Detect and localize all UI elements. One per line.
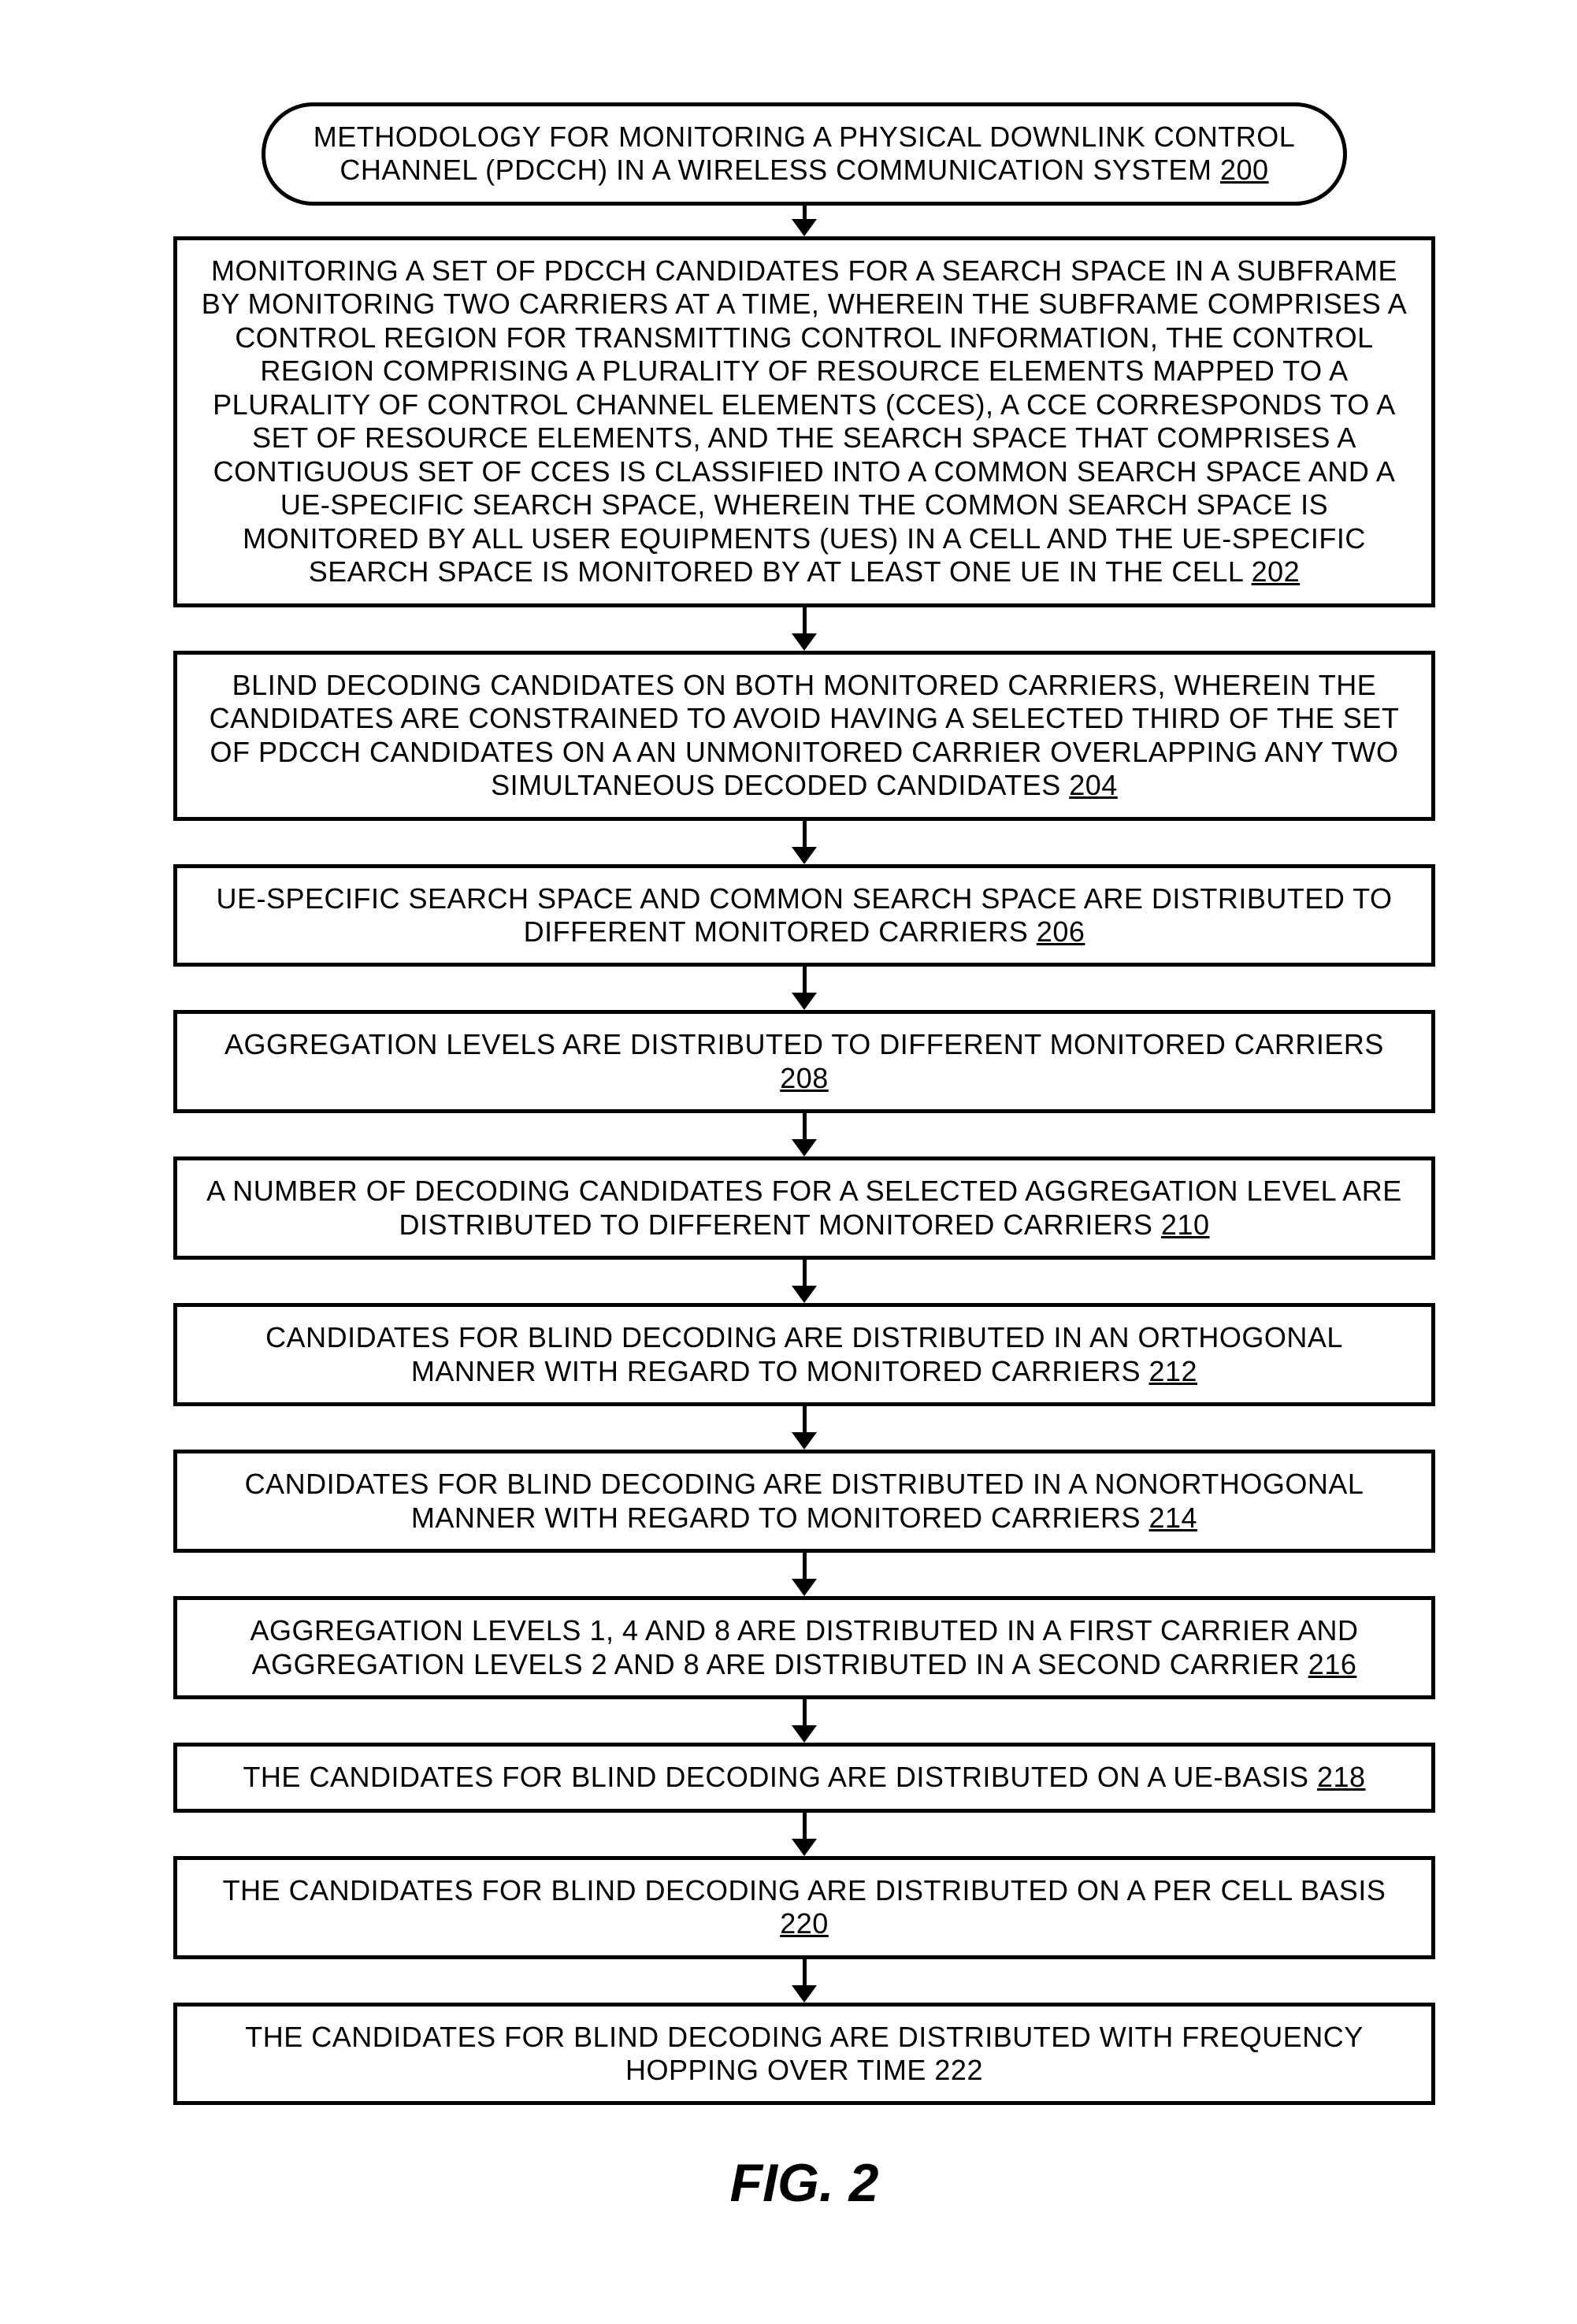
arrow-head-icon [792,1839,817,1856]
arrow-head-icon [792,219,817,236]
flow-node-ref: 222 [934,2054,983,2086]
flow-node-text: A NUMBER OF DECODING CANDIDATES FOR A SE… [206,1175,1402,1240]
arrow-shaft [803,1260,807,1286]
arrow-shaft [803,967,807,993]
flow-node-n204: BLIND DECODING CANDIDATES ON BOTH MONITO… [173,651,1435,821]
arrow-head-icon [792,1985,817,2003]
arrow-shaft [803,1406,807,1433]
flow-node-n210: A NUMBER OF DECODING CANDIDATES FOR A SE… [173,1156,1435,1260]
flow-arrow [792,967,817,1010]
flow-arrow [792,1813,817,1856]
flow-node-ref: 210 [1161,1208,1210,1241]
arrow-head-icon [792,993,817,1010]
flow-node-ref: 214 [1149,1502,1198,1534]
flow-node-ref: 206 [1037,915,1085,948]
arrow-head-icon [792,1286,817,1303]
figure-caption: FIG. 2 [173,2152,1435,2214]
arrow-head-icon [792,1725,817,1743]
arrow-shaft [803,206,807,220]
flow-arrow [792,607,817,651]
arrow-shaft [803,1553,807,1580]
flow-node-ref: 204 [1069,769,1118,801]
flow-node-ref: 220 [780,1907,829,1940]
arrow-shaft [803,1113,807,1140]
flow-arrow [792,821,817,864]
flow-node-n208: AGGREGATION LEVELS ARE DISTRIBUTED TO DI… [173,1010,1435,1113]
flow-node-ref: 212 [1149,1355,1198,1387]
flow-node-ref: 208 [780,1062,829,1094]
flow-node-n222: THE CANDIDATES FOR BLIND DECODING ARE DI… [173,2003,1435,2106]
figure-page: METHODOLOGY FOR MONITORING A PHYSICAL DO… [0,0,1577,2261]
flow-node-ref: 202 [1252,555,1301,588]
flow-arrow [792,1406,817,1450]
flow-node-n218: THE CANDIDATES FOR BLIND DECODING ARE DI… [173,1743,1435,1812]
arrow-shaft [803,821,807,848]
arrow-head-icon [792,847,817,864]
flow-node-n200: METHODOLOGY FOR MONITORING A PHYSICAL DO… [262,102,1347,206]
flow-node-ref: 218 [1317,1761,1366,1793]
arrow-shaft [803,1959,807,1986]
flow-node-ref: 200 [1220,154,1269,186]
arrow-head-icon [792,1432,817,1450]
arrow-shaft [803,1813,807,1840]
flow-node-n212: CANDIDATES FOR BLIND DECODING ARE DISTRI… [173,1303,1435,1406]
flow-arrow [792,1699,817,1743]
flow-arrow [792,1959,817,2003]
flow-node-n206: UE-SPECIFIC SEARCH SPACE AND COMMON SEAR… [173,864,1435,967]
flow-node-text: UE-SPECIFIC SEARCH SPACE AND COMMON SEAR… [216,882,1392,948]
flow-arrow [792,1260,817,1303]
arrow-shaft [803,1699,807,1726]
flow-node-text: MONITORING A SET OF PDCCH CANDIDATES FOR… [202,254,1408,588]
flow-node-text: AGGREGATION LEVELS 1, 4 AND 8 ARE DISTRI… [250,1614,1358,1680]
arrow-shaft [803,607,807,634]
arrow-head-icon [792,1139,817,1156]
flow-arrow [792,206,817,236]
arrow-head-icon [792,1579,817,1596]
flow-arrow [792,1113,817,1156]
flow-node-text: BLIND DECODING CANDIDATES ON BOTH MONITO… [210,669,1400,801]
arrow-head-icon [792,633,817,651]
flow-node-n214: CANDIDATES FOR BLIND DECODING ARE DISTRI… [173,1450,1435,1553]
flow-node-text: METHODOLOGY FOR MONITORING A PHYSICAL DO… [314,121,1296,186]
flow-arrow [792,1553,817,1596]
flowchart: METHODOLOGY FOR MONITORING A PHYSICAL DO… [173,102,1435,2105]
flow-node-text: THE CANDIDATES FOR BLIND DECODING ARE DI… [223,1874,1386,1906]
flow-node-text: THE CANDIDATES FOR BLIND DECODING ARE DI… [243,1761,1317,1793]
flow-node-text: THE CANDIDATES FOR BLIND DECODING ARE DI… [245,2021,1363,2086]
flow-node-n216: AGGREGATION LEVELS 1, 4 AND 8 ARE DISTRI… [173,1596,1435,1699]
flow-node-n220: THE CANDIDATES FOR BLIND DECODING ARE DI… [173,1856,1435,1959]
flow-node-n202: MONITORING A SET OF PDCCH CANDIDATES FOR… [173,236,1435,607]
flow-node-text: AGGREGATION LEVELS ARE DISTRIBUTED TO DI… [224,1028,1384,1060]
flow-node-ref: 216 [1308,1648,1357,1680]
